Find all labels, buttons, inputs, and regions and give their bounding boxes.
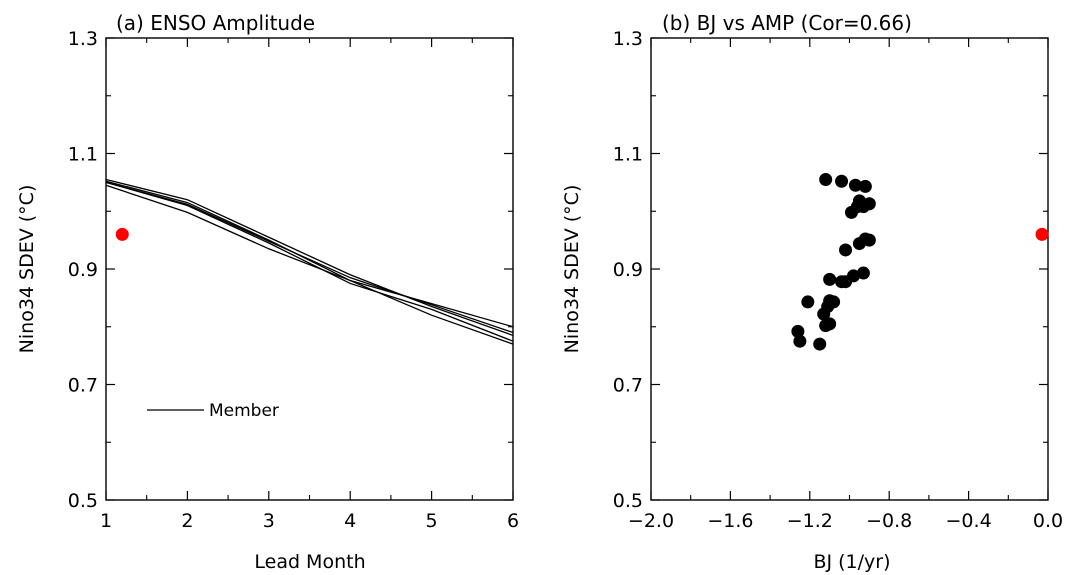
scatter-point [791, 324, 805, 338]
member-line-3 [105, 181, 514, 342]
observation-point [1035, 227, 1049, 241]
panel-a-ytick-label: 1.3 [68, 28, 98, 50]
panel-b-xtick-label: −0.8 [866, 510, 912, 532]
panel-a-xtick-label: 5 [426, 510, 438, 532]
scatter-point [839, 275, 853, 289]
scatter-point [848, 178, 862, 192]
panel-b-xtick-label: −1.2 [787, 510, 833, 532]
panel-b-ytick-label: 0.9 [613, 259, 643, 281]
member-line-1 [105, 178, 514, 337]
scatter-point [823, 317, 837, 331]
scatter-point [858, 179, 872, 193]
panel-b-ylabel: Nino34 SDEV (°C) [561, 185, 583, 354]
panel-b-xtick-label: −2.0 [628, 510, 674, 532]
scatter-point [844, 205, 858, 219]
panel-a-xtick-label: 1 [100, 510, 112, 532]
scatter-point [856, 266, 870, 280]
panel-b-bj-vs-amp: (b) BJ vs AMP (Cor=0.66) BJ (1/yr) Nino3… [561, 11, 1063, 573]
panel-b-ytick-label: 0.5 [613, 490, 643, 512]
panel-a-xtick-label: 6 [507, 510, 519, 532]
scatter-point [793, 334, 807, 348]
panel-a-xlabel: Lead Month [254, 551, 365, 573]
panel-b-title: (b) BJ vs AMP (Cor=0.66) [662, 11, 912, 35]
member-line-2 [105, 180, 514, 328]
scatter-point [813, 337, 827, 351]
scatter-point [839, 243, 853, 257]
scatter-point [821, 300, 835, 314]
panel-b-ytick-label: 1.3 [613, 28, 643, 50]
panel-a-ytick-label: 0.7 [68, 375, 98, 397]
panel-a-xtick-label: 4 [344, 510, 356, 532]
member-line-4 [105, 184, 514, 345]
panel-a-ytick-label: 0.9 [68, 259, 98, 281]
scatter-point [862, 233, 876, 247]
panel-a-plot-frame [105, 37, 514, 501]
panel-b-ytick-label: 1.1 [613, 144, 643, 166]
panel-a-ytick-label: 0.5 [68, 490, 98, 512]
panel-b-plot-frame [650, 37, 1049, 501]
scatter-point [835, 174, 849, 188]
panel-a-ylabel: Nino34 SDEV (°C) [16, 185, 38, 354]
observation-point [115, 227, 129, 241]
legend-member-label: Member [209, 401, 279, 421]
panel-b-xtick-label: 0.0 [1033, 510, 1063, 532]
panel-b-xlabel: BJ (1/yr) [813, 551, 890, 573]
panel-a-xtick-label: 2 [181, 510, 193, 532]
member-line-5 [105, 181, 514, 334]
scatter-point [801, 295, 815, 309]
panel-a-xtick-label: 3 [263, 510, 275, 532]
scatter-point [819, 172, 833, 186]
panel-b-xtick-label: −0.4 [946, 510, 992, 532]
panel-b-ytick-label: 0.7 [613, 375, 643, 397]
panel-a-title: (a) ENSO Amplitude [116, 11, 315, 35]
panel-b-xtick-label: −1.6 [707, 510, 753, 532]
scatter-point [823, 272, 837, 286]
panel-a-ytick-label: 1.1 [68, 144, 98, 166]
scatter-point [856, 200, 870, 214]
panel-a-enso-amplitude: (a) ENSO Amplitude Lead Month Nino34 SDE… [16, 11, 519, 573]
